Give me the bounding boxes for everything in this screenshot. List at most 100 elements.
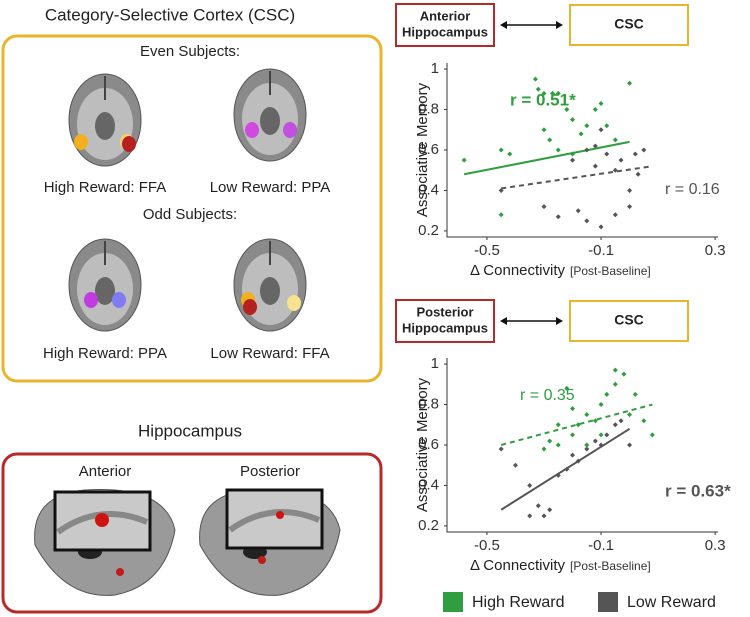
activation (74, 134, 88, 150)
point (570, 432, 576, 438)
activation (122, 136, 136, 152)
y-tick-label: 0.8 (418, 396, 439, 413)
point (584, 412, 590, 418)
point (555, 90, 561, 96)
point (621, 371, 627, 377)
odd-label: Odd Subjects: (143, 206, 237, 223)
point (592, 418, 598, 424)
fit-line (500, 427, 631, 511)
legend-swatch (598, 592, 618, 612)
region-label: Hippocampus (402, 24, 488, 39)
y-tick-label: 0.6 (418, 436, 439, 453)
point (584, 218, 590, 224)
fit-line (501, 165, 653, 190)
point (584, 147, 590, 153)
point (541, 127, 547, 133)
point (564, 385, 570, 391)
hippo-frame (1, 452, 383, 614)
point (541, 513, 547, 519)
y-tick-label: 0.2 (418, 222, 439, 239)
r-label: r = 0.16 (665, 181, 720, 198)
point (598, 127, 604, 133)
point (618, 418, 624, 424)
activation (112, 292, 126, 308)
csc-frame (1, 34, 383, 383)
point (612, 167, 618, 173)
arrow-head (500, 21, 563, 29)
point (507, 151, 513, 157)
hippocampus-zoom (95, 513, 109, 527)
arrow-head (500, 317, 563, 325)
x-tick-label: -0.5 (474, 537, 500, 554)
fit-line (500, 403, 653, 446)
brain-core (95, 277, 115, 305)
point (604, 432, 610, 438)
point (570, 452, 576, 458)
point (612, 422, 618, 428)
target-label: CSC (614, 16, 644, 32)
point (570, 157, 576, 163)
point (570, 406, 576, 412)
activation (283, 122, 297, 138)
fit-line (463, 140, 630, 176)
r-label: r = 0.51* (510, 90, 576, 109)
point (592, 163, 598, 169)
legend-swatch (443, 592, 463, 612)
point (627, 187, 633, 193)
region-box (395, 299, 495, 343)
y-tick-label: 0.4 (418, 181, 439, 198)
hippocampus-zoom (276, 511, 284, 519)
csc-title: Category-Selective Cortex (CSC) (45, 5, 295, 24)
point (612, 212, 618, 218)
point (578, 131, 584, 137)
region-label: Posterior (416, 304, 473, 319)
point (592, 107, 598, 113)
y-tick-label: 0.8 (418, 101, 439, 118)
point (555, 147, 561, 153)
region-box (395, 3, 495, 47)
odd-high-label: High Reward: PPA (43, 345, 167, 362)
x-tick-label: -0.5 (474, 242, 500, 259)
point (592, 143, 598, 149)
zoom-texture (228, 509, 321, 533)
point (584, 442, 590, 448)
point (598, 224, 604, 230)
axes (446, 358, 718, 533)
brain-core (260, 107, 280, 135)
posterior-label: Posterior (240, 463, 300, 480)
point (641, 418, 647, 424)
point (632, 391, 638, 397)
hippocampus-dot (258, 556, 266, 564)
point (547, 438, 553, 444)
point (527, 513, 533, 519)
x-axis-note: [Post-Baseline] (570, 264, 651, 278)
point (584, 123, 590, 129)
point (547, 137, 553, 143)
point (592, 438, 598, 444)
point (532, 76, 538, 82)
point (555, 422, 561, 428)
point (598, 402, 604, 408)
target-label: CSC (614, 312, 644, 328)
hippo-title: Hippocampus (138, 421, 242, 440)
x-tick-label: 0.3 (705, 242, 726, 259)
anterior-label: Anterior (79, 463, 132, 480)
point (564, 107, 570, 113)
hippocampus-dot (116, 568, 124, 576)
target-box (569, 4, 689, 46)
point (555, 442, 561, 448)
point (612, 381, 618, 387)
y-tick-label: 0.4 (418, 476, 439, 493)
even-label: Even Subjects: (140, 43, 240, 60)
y-tick-label: 1 (431, 355, 439, 372)
point (498, 212, 504, 218)
y-tick-label: 1 (431, 60, 439, 77)
x-tick-label: -0.1 (588, 242, 614, 259)
y-axis-label: Associative Memory (414, 377, 431, 512)
point (627, 412, 633, 418)
r-label: r = 0.35 (520, 387, 575, 404)
point (541, 446, 547, 452)
point (555, 214, 561, 220)
point (550, 90, 556, 96)
point (604, 151, 610, 157)
